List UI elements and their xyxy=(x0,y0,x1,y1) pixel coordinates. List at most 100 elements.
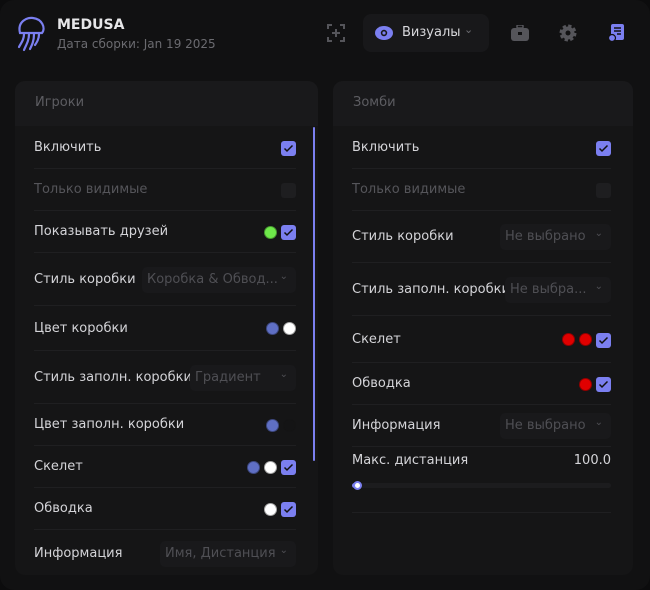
gear-icon xyxy=(559,24,577,42)
dropdown-select[interactable]: Не выбра... ⌄ xyxy=(505,276,611,303)
checkbox[interactable] xyxy=(281,502,296,517)
color-swatch[interactable] xyxy=(266,418,279,432)
color-swatch[interactable] xyxy=(266,322,279,335)
color-swatch[interactable] xyxy=(579,377,592,391)
chevron-down-icon: ⌄ xyxy=(279,368,288,380)
jellyfish-logo-icon xyxy=(17,16,45,52)
color-swatch[interactable] xyxy=(264,502,277,516)
setting-label: Показывать друзей xyxy=(34,224,169,239)
app-title: MEDUSA xyxy=(57,17,125,33)
players-row-7: Скелет xyxy=(34,446,296,488)
zombies-row-3: Стиль заполн. коробки Не выбра... ⌄ xyxy=(352,263,611,316)
players-panel: Игроки Включить Только видимые Показывать … xyxy=(15,81,318,575)
dropdown-select[interactable]: Градиент ⌄ xyxy=(190,364,296,391)
checkbox[interactable] xyxy=(596,332,611,348)
eye-icon xyxy=(375,26,393,40)
setting-label: Информация xyxy=(352,418,441,433)
zombies-row-2: Стиль коробки Не выбрано ⌄ xyxy=(352,211,611,263)
setting-label: Стиль коробки xyxy=(352,229,454,244)
setting-label: Обводка xyxy=(34,501,93,516)
dropdown-value: Не выбрано xyxy=(505,229,586,244)
zombies-row-6: Информация Не выбрано ⌄ xyxy=(352,405,611,447)
check-icon xyxy=(283,144,294,152)
dropdown-value: Коробка & Обвод... xyxy=(147,271,278,287)
players-row-5: Стиль заполн. коробки Градиент ⌄ xyxy=(34,351,296,404)
check-icon xyxy=(598,336,609,344)
players-row-1: Только видимые xyxy=(34,169,296,211)
zombies-row-0: Включить xyxy=(352,126,611,169)
color-swatch[interactable] xyxy=(247,460,260,474)
checkbox[interactable] xyxy=(596,183,611,198)
zombies-panel-title: Зомби xyxy=(333,81,633,126)
check-icon xyxy=(598,380,609,389)
config-icon xyxy=(607,24,624,42)
check-icon xyxy=(598,144,609,152)
slider-handle[interactable] xyxy=(353,481,363,490)
dropdown-select[interactable]: Имя, Дистанция ⌄ xyxy=(160,541,296,567)
visuals-tab-select[interactable]: Визуалы ⌄ xyxy=(363,14,489,52)
dropdown-value: Имя, Дистанция xyxy=(165,546,276,561)
chevron-down-icon: ⌄ xyxy=(594,417,603,428)
settings-button[interactable] xyxy=(555,20,581,46)
setting-label: Стиль заполн. коробки xyxy=(34,369,192,385)
setting-label: Скелет xyxy=(34,459,83,474)
color-swatch[interactable] xyxy=(562,333,575,346)
setting-label: Включить xyxy=(352,139,420,155)
dropdown-value: Не выбра... xyxy=(510,281,587,297)
chevron-down-icon: ⌄ xyxy=(464,23,474,36)
dropdown-select[interactable]: Не выбрано ⌄ xyxy=(500,224,611,250)
dropdown-select[interactable]: Не выбрано ⌄ xyxy=(500,413,611,439)
setting-label: Макс. дистанция xyxy=(352,453,469,468)
header: MEDUSA Дата сборки: Jan 19 2025 Визуалы … xyxy=(0,0,650,66)
chevron-down-icon: ⌄ xyxy=(279,545,288,556)
crosshair-add-button[interactable] xyxy=(323,20,349,46)
color-swatch[interactable] xyxy=(264,225,277,239)
setting-label: Только видимые xyxy=(352,182,466,197)
chevron-down-icon: ⌄ xyxy=(279,270,288,282)
color-swatch[interactable] xyxy=(579,333,592,346)
dropdown-value: Градиент xyxy=(195,369,261,385)
color-swatch[interactable] xyxy=(283,418,296,432)
build-date: Дата сборки: Jan 19 2025 xyxy=(57,37,216,51)
players-row-8: Обводка xyxy=(34,488,296,530)
setting-label: Включить xyxy=(34,139,102,155)
players-row-3: Стиль коробки Коробка & Обвод... ⌄ xyxy=(34,253,296,306)
max-distance-slider[interactable] xyxy=(352,481,611,490)
checkbox[interactable] xyxy=(281,460,296,475)
players-row-2: Показывать друзей xyxy=(34,211,296,253)
players-scrollbar[interactable] xyxy=(313,127,315,461)
checkbox[interactable] xyxy=(281,225,296,240)
color-swatch[interactable] xyxy=(283,322,296,335)
color-swatch[interactable] xyxy=(264,460,277,474)
dropdown-select[interactable]: Коробка & Обвод... ⌄ xyxy=(142,266,296,293)
chevron-down-icon: ⌄ xyxy=(594,228,603,239)
zombies-row-4: Скелет xyxy=(352,316,611,363)
check-icon xyxy=(283,463,294,472)
players-row-6: Цвет заполн. коробки xyxy=(34,404,296,446)
checkbox[interactable] xyxy=(596,377,611,392)
setting-label: Информация xyxy=(34,546,123,561)
setting-label: Скелет xyxy=(352,331,401,347)
setting-label: Стиль заполн. коробки xyxy=(352,281,510,297)
zombies-row-5: Обводка xyxy=(352,363,611,405)
config-button[interactable] xyxy=(603,20,629,46)
zombies-row-7: Макс. дистанция 100.0 xyxy=(352,447,611,513)
dropdown-value: Не выбрано xyxy=(505,418,586,433)
setting-label: Обводка xyxy=(352,376,411,391)
check-icon xyxy=(283,228,294,237)
zombies-row-1: Только видимые xyxy=(352,169,611,211)
check-icon xyxy=(283,505,294,514)
briefcase-button[interactable] xyxy=(507,20,533,46)
players-row-9: Информация Имя, Дистанция ⌄ xyxy=(34,530,296,575)
checkbox[interactable] xyxy=(281,140,296,156)
slider-value: 100.0 xyxy=(573,453,611,468)
setting-label: Цвет коробки xyxy=(34,320,128,336)
chevron-down-icon: ⌄ xyxy=(594,280,603,292)
setting-label: Только видимые xyxy=(34,182,148,197)
crosshair-add-icon xyxy=(327,24,345,42)
visuals-tab-label: Визуалы xyxy=(402,25,461,40)
checkbox[interactable] xyxy=(281,183,296,198)
setting-label: Стиль коробки xyxy=(34,271,136,287)
checkbox[interactable] xyxy=(596,140,611,156)
